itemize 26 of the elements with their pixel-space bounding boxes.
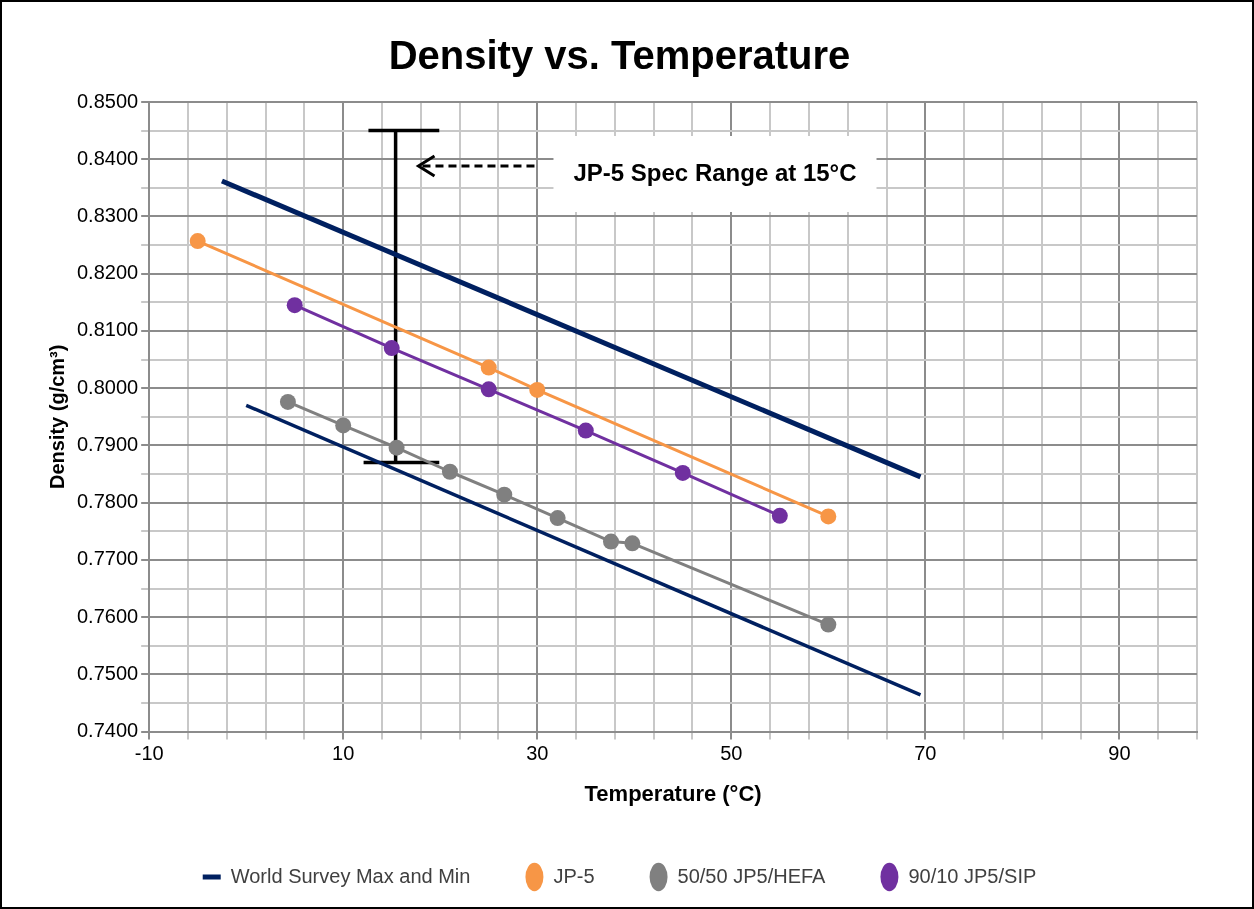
- x-tick-label: 90: [1108, 742, 1131, 765]
- legend-label: JP-5: [553, 864, 595, 887]
- x-tick-label: 50: [720, 742, 743, 765]
- y-tick-label: 0.7500: [77, 661, 139, 684]
- y-tick-label: 0.7700: [77, 547, 139, 570]
- x-tick-label: 70: [914, 742, 937, 765]
- legend-label: 50/50 JP5/HEFA: [677, 864, 827, 887]
- y-tick-label: 0.7900: [77, 432, 139, 455]
- x-axis-title: Temperature (°C): [584, 780, 762, 806]
- y-tick-label: 0.7600: [77, 604, 139, 627]
- y-tick-label: 0.8100: [77, 318, 139, 341]
- y-tick-label: 0.8400: [77, 146, 139, 169]
- legend-label: World Survey Max and Min: [230, 864, 471, 887]
- y-tick-label: 0.8500: [77, 89, 139, 112]
- x-tick-label: 30: [526, 742, 549, 765]
- y-tick-label: 0.7800: [77, 490, 139, 513]
- y-tick-label: 0.8000: [77, 375, 139, 398]
- y-tick-label: 0.8300: [77, 203, 139, 226]
- x-tick-label: 10: [332, 742, 355, 765]
- legend-label: 90/10 JP5/SIP: [908, 864, 1037, 887]
- y-tick-label: 0.7400: [77, 719, 139, 742]
- x-tick-label: -10: [134, 742, 164, 765]
- annotation: JP-5 Spec Range at 15°C: [573, 158, 857, 186]
- y-axis-title: Density (g/cm³): [45, 344, 68, 490]
- y-tick-label: 0.8200: [77, 261, 139, 284]
- chart-title: Density vs. Temperature: [388, 33, 851, 78]
